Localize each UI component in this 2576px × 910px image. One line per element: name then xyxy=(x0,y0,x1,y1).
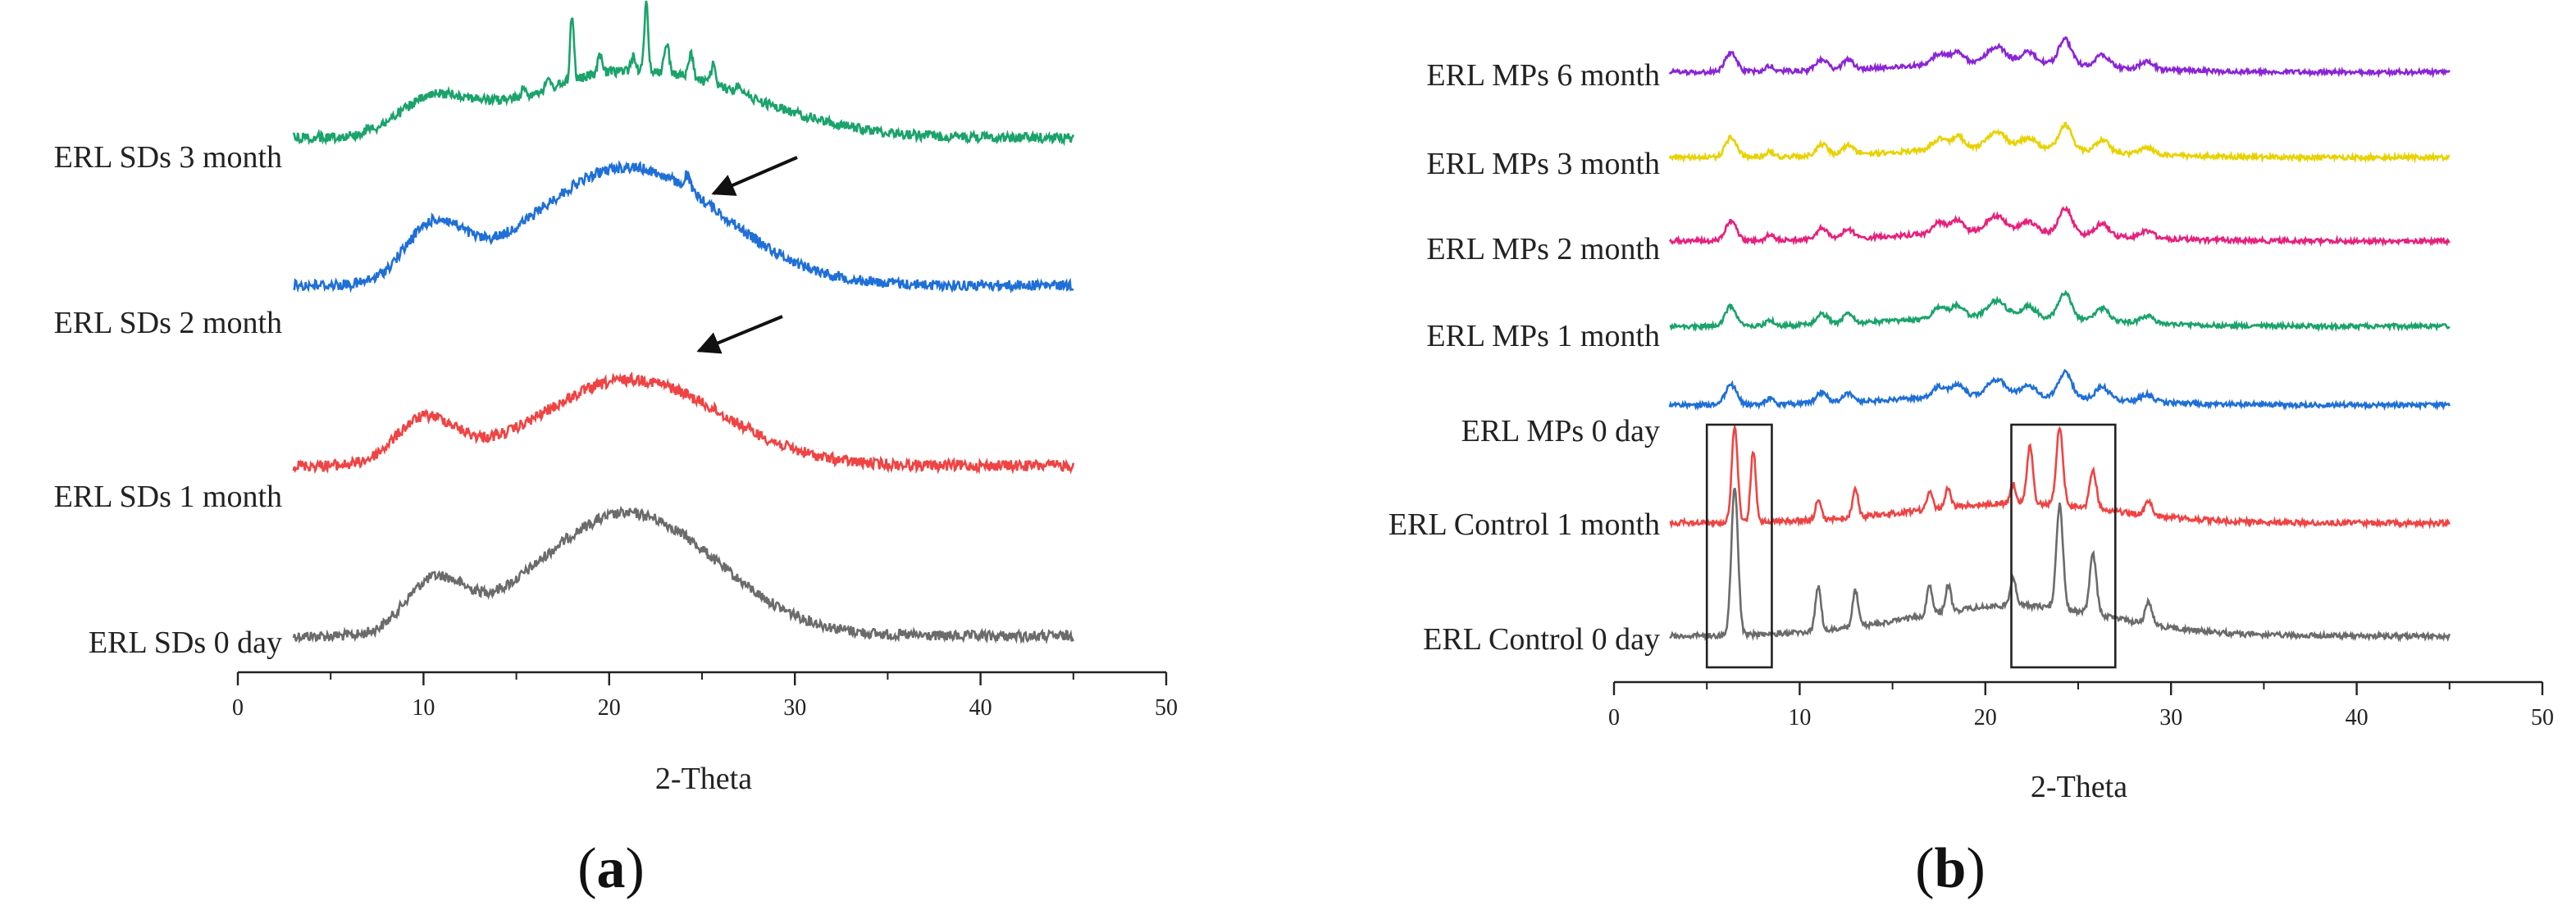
series-line-erl-mps-3-month xyxy=(1668,121,2451,164)
series-label-erl-mps-0-day: ERL MPs 0 day xyxy=(1461,414,1660,448)
highlight-box-2 xyxy=(2010,423,2117,669)
panel-b-highlight-boxes xyxy=(1705,423,2117,669)
series-line-erl-sds-2-month xyxy=(293,160,1074,294)
series-line-erl-mps-0-day xyxy=(1668,368,2451,412)
x-tick-label: 20 xyxy=(1974,705,1997,730)
x-tick-label: 30 xyxy=(783,695,806,721)
panel-a-traces xyxy=(292,0,1075,645)
x-tick-label: 10 xyxy=(1788,705,1811,730)
series-label-erl-sds-3-month: ERL SDs 3 month xyxy=(54,140,282,175)
series-label-erl-sds-2-month: ERL SDs 2 month xyxy=(54,306,282,340)
panel-b-series-labels: ERL Control 0 day ERL Control 1 month ERL … xyxy=(1388,58,1660,657)
series-label-erl-control-0-day: ERL Control 0 day xyxy=(1423,622,1660,657)
series-label-erl-mps-1-month: ERL MPs 1 month xyxy=(1426,319,1660,353)
panel-a-x-axis-label: 2-Theta xyxy=(655,762,752,796)
series-label-erl-mps-3-month: ERL MPs 3 month xyxy=(1426,147,1660,181)
panel-b-x-axis: 0 10 20 30 40 50 xyxy=(1608,680,2554,730)
series-line-erl-sds-3-month xyxy=(292,0,1075,147)
series-label-erl-mps-2-month: ERL MPs 2 month xyxy=(1426,232,1660,266)
panel-a-arrows xyxy=(696,156,798,354)
panel-a-x-axis: 0 10 20 30 40 50 xyxy=(232,671,1178,721)
series-line-erl-sds-0-day xyxy=(292,505,1074,645)
series-line-erl-sds-1-month xyxy=(292,371,1075,475)
x-tick-label: 40 xyxy=(2346,705,2369,730)
series-label-erl-sds-0-day: ERL SDs 0 day xyxy=(89,626,282,660)
series-label-erl-control-1-month: ERL Control 1 month xyxy=(1388,507,1660,542)
x-tick-label: 10 xyxy=(412,695,435,721)
x-tick-label: 20 xyxy=(598,695,621,721)
highlight-box-1 xyxy=(1705,423,1773,669)
series-line-erl-control-0-day xyxy=(1669,488,2451,643)
x-tick-label: 50 xyxy=(2531,705,2554,730)
series-line-erl-mps-6-month xyxy=(1668,36,2451,79)
panel-b-traces xyxy=(1668,36,2451,643)
x-tick-label: 0 xyxy=(232,695,244,721)
panel-b-chart: ERL Control 0 day ERL Control 1 month ERL … xyxy=(1388,36,2554,900)
panel-a-chart: ERL SDs 0 day ERL SDs 1 month ERL SDs 2 mo… xyxy=(54,0,1178,900)
panel-a-series-labels: ERL SDs 0 day ERL SDs 1 month ERL SDs 2 mo… xyxy=(54,140,282,660)
series-line-erl-mps-1-month xyxy=(1669,289,2451,333)
arrow-2-month xyxy=(711,156,798,196)
panel-b-caption: (b) xyxy=(1915,837,1986,900)
x-tick-label: 30 xyxy=(2159,705,2182,730)
x-tick-label: 0 xyxy=(1608,705,1620,730)
x-tick-label: 50 xyxy=(1155,695,1178,721)
panel-b-x-axis-label: 2-Theta xyxy=(2031,770,2127,804)
x-tick-label: 40 xyxy=(969,695,992,721)
panel-a-caption: (a) xyxy=(577,837,645,900)
series-label-erl-sds-1-month: ERL SDs 1 month xyxy=(54,480,282,514)
arrow-1-month xyxy=(696,315,783,354)
series-label-erl-mps-6-month: ERL MPs 6 month xyxy=(1426,58,1660,93)
series-line-erl-control-1-month xyxy=(1669,423,2451,530)
series-line-erl-mps-2-month xyxy=(1668,205,2451,248)
